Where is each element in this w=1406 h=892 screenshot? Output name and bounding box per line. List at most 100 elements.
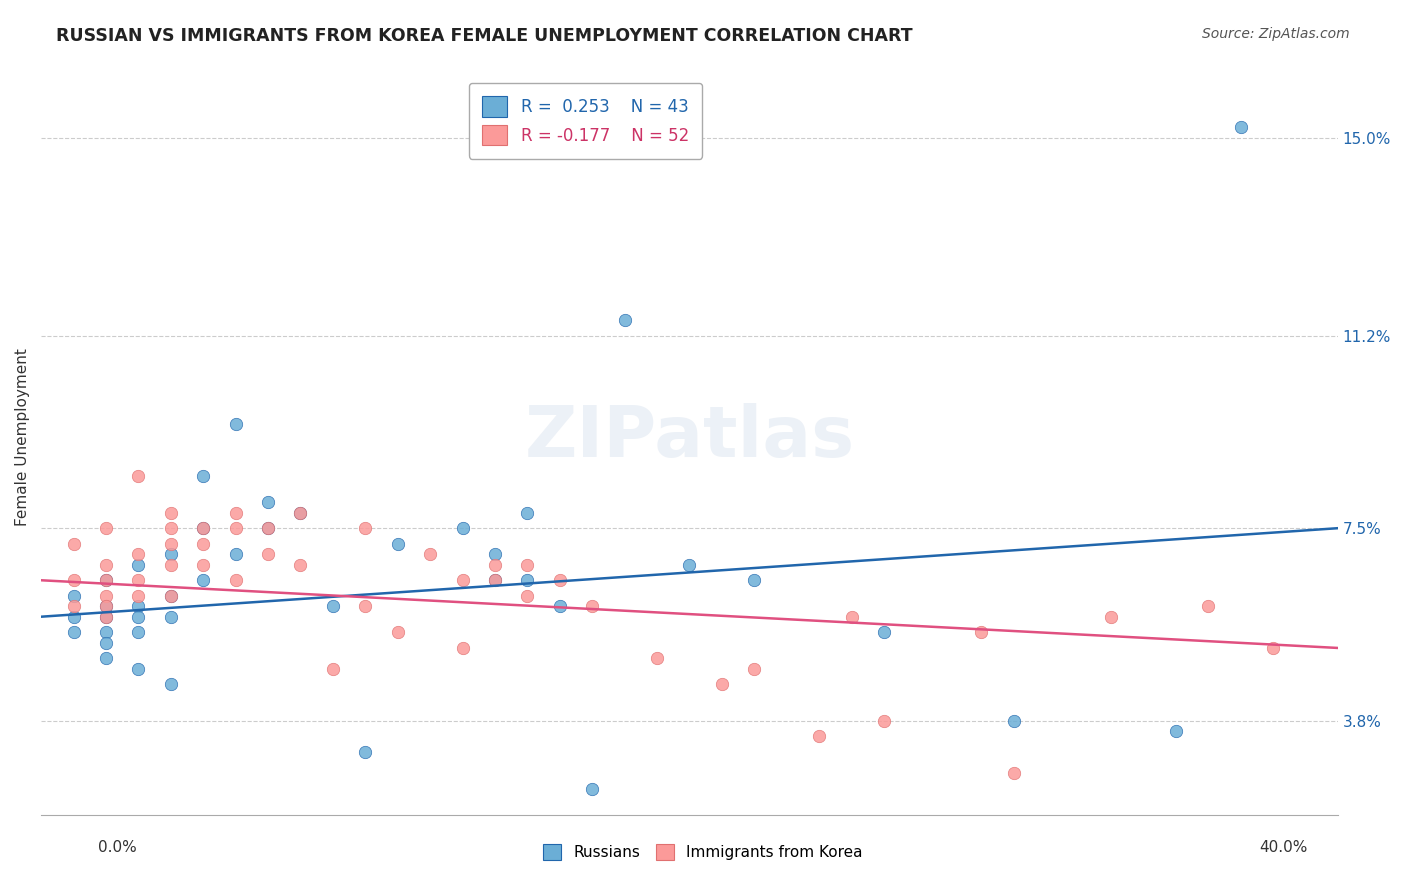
Point xyxy=(1164,724,1187,739)
Point xyxy=(225,547,247,561)
Point xyxy=(127,558,149,572)
Point xyxy=(94,609,117,624)
Point xyxy=(451,521,474,535)
Point xyxy=(94,558,117,572)
Point xyxy=(808,730,831,744)
Point xyxy=(484,558,506,572)
Point xyxy=(1002,714,1025,728)
Point xyxy=(742,574,765,588)
Point xyxy=(159,677,181,691)
Point xyxy=(159,537,181,551)
Point xyxy=(62,625,84,640)
Point xyxy=(159,506,181,520)
Point xyxy=(581,599,603,614)
Point xyxy=(742,662,765,676)
Point xyxy=(225,574,247,588)
Text: ZIPatlas: ZIPatlas xyxy=(524,402,855,472)
Point xyxy=(1229,120,1251,135)
Point xyxy=(62,574,84,588)
Point xyxy=(159,558,181,572)
Point xyxy=(873,625,896,640)
Point xyxy=(548,599,571,614)
Point xyxy=(94,636,117,650)
Point xyxy=(193,521,215,535)
Point xyxy=(419,547,441,561)
Point xyxy=(548,574,571,588)
Point xyxy=(484,547,506,561)
Point xyxy=(127,469,149,483)
Point xyxy=(1197,599,1219,614)
Point xyxy=(322,599,344,614)
Point xyxy=(257,547,280,561)
Point xyxy=(62,609,84,624)
Point xyxy=(225,417,247,431)
Point xyxy=(354,599,377,614)
Point xyxy=(387,537,409,551)
Text: RUSSIAN VS IMMIGRANTS FROM KOREA FEMALE UNEMPLOYMENT CORRELATION CHART: RUSSIAN VS IMMIGRANTS FROM KOREA FEMALE … xyxy=(56,27,912,45)
Point xyxy=(354,521,377,535)
Point xyxy=(193,537,215,551)
Y-axis label: Female Unemployment: Female Unemployment xyxy=(15,348,30,526)
Point xyxy=(127,662,149,676)
Point xyxy=(94,599,117,614)
Point xyxy=(94,651,117,665)
Point xyxy=(94,589,117,603)
Point xyxy=(710,677,733,691)
Point xyxy=(94,625,117,640)
Point xyxy=(62,589,84,603)
Point xyxy=(387,625,409,640)
Point xyxy=(484,574,506,588)
Point xyxy=(225,521,247,535)
Text: 40.0%: 40.0% xyxy=(1260,840,1308,855)
Point xyxy=(354,745,377,759)
Point xyxy=(841,609,863,624)
Point xyxy=(94,574,117,588)
Point xyxy=(516,506,538,520)
Point xyxy=(127,599,149,614)
Point xyxy=(159,589,181,603)
Point xyxy=(193,574,215,588)
Point xyxy=(159,589,181,603)
Point xyxy=(159,609,181,624)
Point xyxy=(127,589,149,603)
Point xyxy=(970,625,993,640)
Point xyxy=(257,521,280,535)
Point xyxy=(516,558,538,572)
Point xyxy=(516,589,538,603)
Point xyxy=(193,521,215,535)
Point xyxy=(94,574,117,588)
Text: 0.0%: 0.0% xyxy=(98,840,138,855)
Point xyxy=(581,781,603,796)
Point xyxy=(127,574,149,588)
Point xyxy=(94,599,117,614)
Point xyxy=(290,506,312,520)
Point xyxy=(193,558,215,572)
Point xyxy=(257,521,280,535)
Point xyxy=(451,574,474,588)
Point xyxy=(484,574,506,588)
Point xyxy=(225,506,247,520)
Point xyxy=(516,574,538,588)
Point xyxy=(257,495,280,509)
Point xyxy=(1002,765,1025,780)
Point xyxy=(127,547,149,561)
Point xyxy=(678,558,700,572)
Point xyxy=(1261,640,1284,655)
Point xyxy=(290,558,312,572)
Legend: R =  0.253    N = 43, R = -0.177    N = 52: R = 0.253 N = 43, R = -0.177 N = 52 xyxy=(470,83,703,159)
Point xyxy=(94,521,117,535)
Point xyxy=(873,714,896,728)
Point xyxy=(62,599,84,614)
Point xyxy=(127,609,149,624)
Point xyxy=(159,547,181,561)
Point xyxy=(1099,609,1122,624)
Point xyxy=(159,521,181,535)
Point xyxy=(127,625,149,640)
Point xyxy=(322,662,344,676)
Point xyxy=(451,640,474,655)
Text: Source: ZipAtlas.com: Source: ZipAtlas.com xyxy=(1202,27,1350,41)
Point xyxy=(193,469,215,483)
Point xyxy=(94,609,117,624)
Point xyxy=(645,651,668,665)
Point xyxy=(613,313,636,327)
